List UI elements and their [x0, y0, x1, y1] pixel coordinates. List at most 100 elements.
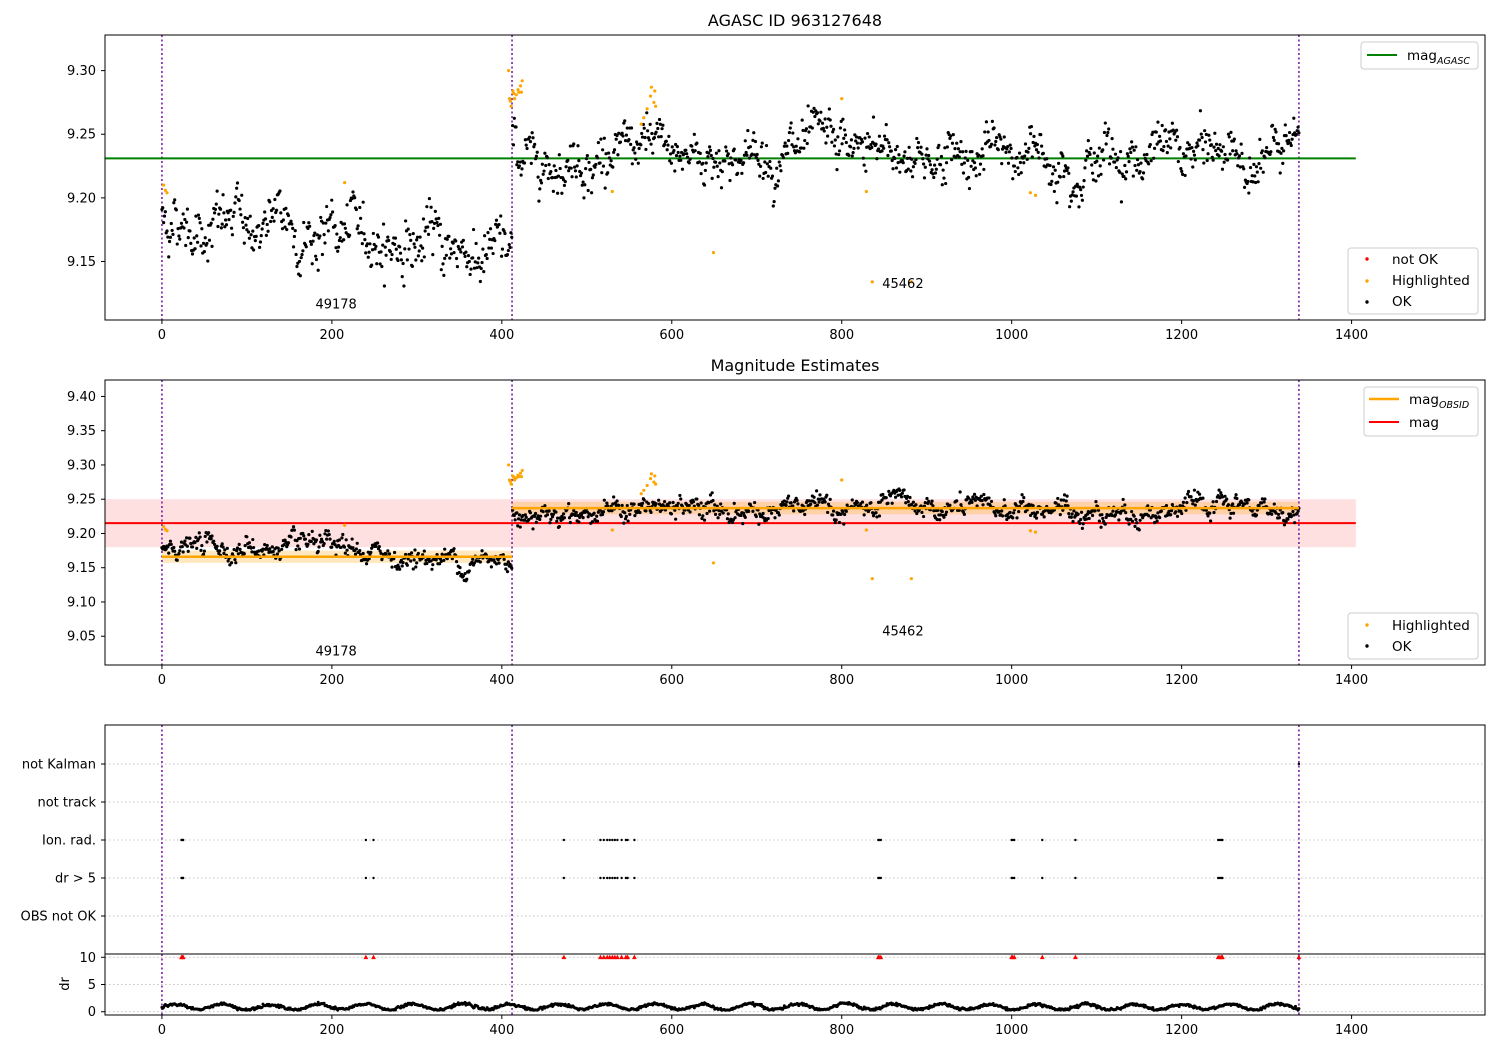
ok-point — [777, 513, 781, 517]
ok-point — [355, 227, 359, 231]
ok-point — [1219, 491, 1223, 495]
legend-subscript-agasc: AGASC — [1436, 56, 1470, 67]
ok-point — [828, 497, 832, 502]
ok-point — [325, 204, 329, 209]
ok-point — [974, 174, 978, 178]
ok-point — [454, 559, 459, 564]
dr-clipped-marker — [1296, 954, 1302, 960]
ok-point — [454, 239, 458, 243]
ok-point — [1113, 513, 1118, 517]
ok-point — [760, 141, 764, 145]
ok-point — [848, 145, 853, 149]
ok-point — [310, 529, 314, 533]
ok-point — [459, 250, 463, 254]
ok-point — [1059, 498, 1063, 502]
ok-point — [820, 121, 825, 125]
ok-point — [579, 171, 583, 175]
x-tick-label: 400 — [489, 673, 514, 688]
ok-point — [533, 157, 538, 161]
ok-point — [624, 133, 629, 137]
ok-point — [413, 245, 417, 249]
ok-point — [1091, 178, 1096, 182]
dr-clipped-marker — [180, 954, 186, 960]
ok-point — [1074, 194, 1079, 198]
ok-point — [921, 162, 926, 166]
ok-point — [297, 259, 302, 264]
ok-point — [489, 246, 493, 250]
highlighted-point — [509, 104, 513, 108]
ok-point — [583, 183, 587, 187]
ok-point — [1156, 511, 1160, 515]
ok-point — [266, 229, 270, 233]
ok-point — [651, 151, 655, 155]
y-tick-label: 9.30 — [67, 64, 96, 79]
ok-point — [902, 488, 906, 492]
ok-point — [766, 516, 770, 521]
legend-label-highlighted: Highlighted — [1392, 273, 1470, 289]
ok-point — [1168, 137, 1172, 141]
ok-point — [562, 183, 567, 188]
ok-point — [1065, 494, 1069, 498]
legend-label-mag: mag — [1407, 48, 1437, 64]
ok-point — [1106, 130, 1110, 135]
highlighted-point — [512, 475, 516, 479]
ok-point — [189, 241, 193, 245]
ok-point — [672, 148, 676, 153]
y-tick-label: 9.10 — [67, 595, 96, 610]
ok-point — [195, 546, 199, 550]
ok-point — [784, 503, 788, 507]
ok-point — [999, 137, 1003, 141]
obsid-label-45462: 45462 — [882, 625, 923, 640]
ok-point — [1048, 163, 1052, 168]
ok-point — [1252, 162, 1256, 166]
flag-point — [608, 838, 611, 842]
ok-point — [192, 236, 196, 240]
ok-point — [1193, 503, 1197, 507]
ok-point — [465, 577, 469, 581]
ok-point — [1069, 199, 1073, 203]
flag-point — [624, 876, 628, 880]
ok-point — [1187, 143, 1191, 147]
ok-point — [842, 522, 846, 526]
ok-point — [1083, 166, 1087, 170]
ok-point — [202, 249, 206, 254]
ok-point — [668, 501, 672, 505]
ok-point — [595, 519, 600, 523]
ok-point — [249, 546, 253, 550]
ok-point — [381, 243, 385, 247]
ok-point — [1271, 135, 1276, 140]
ok-point — [1000, 509, 1004, 513]
ok-point — [512, 116, 516, 120]
ok-point — [732, 501, 736, 506]
ok-point — [945, 145, 949, 149]
flag-point — [620, 876, 623, 880]
ok-point — [1218, 496, 1222, 500]
ok-point — [233, 558, 237, 562]
ok-point — [311, 239, 315, 243]
ok-point — [1121, 497, 1125, 502]
ok-point — [516, 517, 521, 521]
ok-point — [580, 183, 584, 187]
ok-point — [609, 159, 613, 163]
ok-point — [1296, 509, 1300, 513]
flag-point — [1221, 838, 1224, 842]
ok-point — [1235, 496, 1239, 501]
ok-point — [1009, 146, 1013, 151]
ok-point — [469, 267, 473, 271]
ok-point — [1011, 511, 1016, 515]
ok-point — [987, 138, 991, 143]
ok-point — [1259, 501, 1264, 505]
ok-point — [719, 186, 724, 190]
ok-point — [718, 161, 722, 165]
ok-point — [1085, 154, 1090, 158]
ok-point — [297, 547, 302, 551]
ok-point — [788, 126, 792, 130]
ok-point — [1021, 499, 1025, 504]
ok-point — [617, 503, 621, 508]
ok-point — [1069, 515, 1073, 519]
ok-point — [902, 154, 906, 158]
ok-point — [247, 236, 251, 240]
x-tick-label: 1200 — [1165, 1023, 1198, 1038]
ok-point — [210, 534, 214, 538]
ok-point — [1183, 496, 1187, 500]
